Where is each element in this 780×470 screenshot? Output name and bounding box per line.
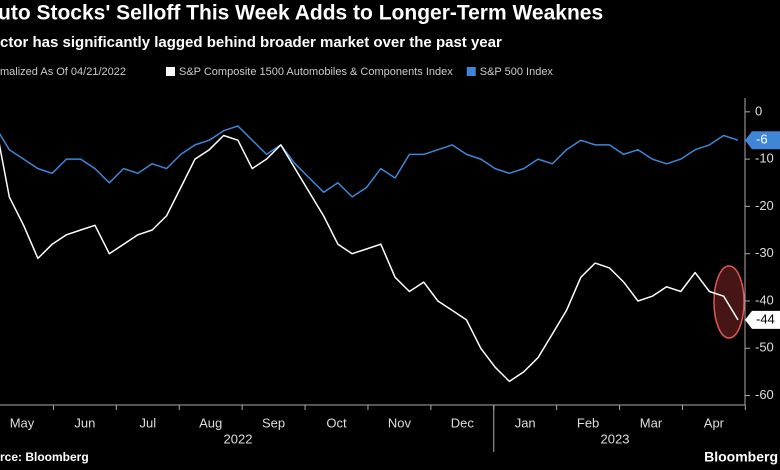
- highlight-circle: [713, 265, 745, 339]
- y-tick-label: -60: [755, 387, 774, 402]
- y-tick-label: 0: [755, 103, 762, 118]
- value-badge: [745, 310, 780, 329]
- x-tick-label: Dec: [451, 415, 475, 430]
- legend-note: malized As Of 04/21/2022: [0, 66, 126, 78]
- y-tick-label: -30: [755, 245, 774, 260]
- x-tick-label: May: [10, 415, 35, 430]
- line-series: [0, 134, 739, 383]
- x-tick-label: Feb: [577, 415, 599, 430]
- x-tick-label: Nov: [388, 415, 412, 430]
- year-label: 2022: [224, 431, 253, 446]
- y-tick-label: -40: [755, 292, 774, 307]
- chart-subtitle: ctor has significantly lagged behind bro…: [0, 34, 502, 51]
- legend-swatch: [166, 67, 175, 76]
- y-tick-label: -50: [755, 340, 774, 355]
- x-tick-label: Jan: [515, 415, 536, 430]
- x-tick-label: Mar: [640, 415, 663, 430]
- end-value-label: -6: [756, 132, 768, 147]
- legend-swatch: [466, 67, 476, 76]
- line-series: [0, 125, 739, 198]
- legend-label: S&P 500 Index: [480, 66, 554, 78]
- x-tick-label: Jul: [139, 415, 156, 430]
- x-tick-label: Oct: [326, 415, 347, 430]
- brand: Bloomberg: [704, 449, 778, 465]
- year-label: 2023: [601, 431, 630, 446]
- x-tick-label: Apr: [704, 415, 725, 430]
- y-tick-label: -10: [755, 151, 774, 166]
- x-tick-label: Jun: [74, 415, 95, 430]
- source: rce: Bloomberg: [0, 450, 89, 464]
- legend-label: S&P Composite 1500 Automobiles & Compone…: [179, 66, 453, 78]
- y-tick-label: -20: [755, 198, 774, 213]
- end-value-label: -44: [756, 311, 775, 326]
- chart-title: uto Stocks' Selloff This Week Adds to Lo…: [0, 2, 603, 25]
- x-tick-label: Sep: [262, 415, 285, 430]
- value-badge: [745, 131, 780, 150]
- x-tick-label: Aug: [199, 415, 222, 430]
